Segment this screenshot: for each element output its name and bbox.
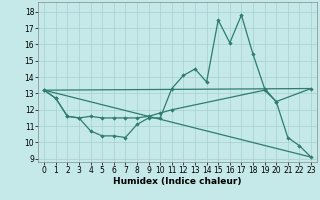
X-axis label: Humidex (Indice chaleur): Humidex (Indice chaleur)	[113, 177, 242, 186]
